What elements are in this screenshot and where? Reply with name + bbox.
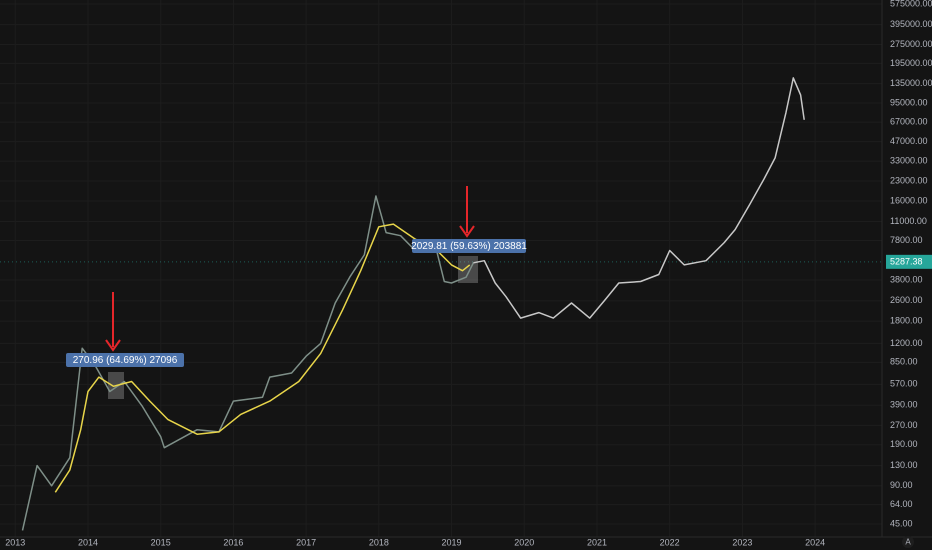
- arrow-head: [105, 339, 121, 352]
- price-line: [473, 77, 805, 319]
- x-tick-label: 2014: [78, 537, 98, 547]
- y-tick-label: 1200.00: [890, 338, 923, 348]
- y-tick-label: 195000.00: [890, 58, 932, 68]
- annotation-text: 270.96 (64.69%) 27096: [73, 355, 178, 366]
- annotation: 270.96 (64.69%) 27096: [66, 353, 184, 367]
- y-tick-label: 95000.00: [890, 97, 928, 107]
- y-tick-label: 390.00: [890, 400, 918, 410]
- y-tick-label: 130.00: [890, 460, 918, 470]
- annotation-box: [66, 353, 184, 367]
- y-tick-label: 275000.00: [890, 39, 932, 49]
- y-tick-label: 850.00: [890, 357, 918, 367]
- annotation-box: [412, 239, 526, 253]
- annotation-text: 2029.81 (59.63%) 203881: [411, 241, 527, 252]
- auto-scale-label[interactable]: A: [905, 538, 911, 547]
- x-tick-label: 2019: [442, 537, 462, 547]
- x-tick-label: 2017: [296, 537, 316, 547]
- y-tick-label: 575000.00: [890, 0, 932, 8]
- y-tick-label: 190.00: [890, 439, 918, 449]
- y-tick-label: 33000.00: [890, 156, 928, 166]
- y-tick-label: 47000.00: [890, 136, 928, 146]
- x-tick-label: 2021: [587, 537, 607, 547]
- arrow-head: [459, 225, 475, 238]
- x-tick-label: 2022: [660, 537, 680, 547]
- x-tick-label: 2016: [223, 537, 243, 547]
- y-tick-label: 270.00: [890, 420, 918, 430]
- x-tick-label: 2018: [369, 537, 389, 547]
- y-tick-label: 64.00: [890, 499, 913, 509]
- y-tick-label: 2600.00: [890, 295, 923, 305]
- y-tick-label: 90.00: [890, 480, 913, 490]
- y-tick-label: 570.00: [890, 379, 918, 389]
- auto-scale-button[interactable]: [902, 536, 914, 548]
- y-tick-label: 1800.00: [890, 315, 923, 325]
- y-tick-label: 23000.00: [890, 175, 928, 185]
- y-tick-label: 7800.00: [890, 235, 923, 245]
- y-tick-label: 135000.00: [890, 78, 932, 88]
- x-tick-label: 2020: [514, 537, 534, 547]
- y-tick-label: 395000.00: [890, 19, 932, 29]
- y-tick-label: 11000.00: [890, 216, 927, 226]
- y-tick-label: 3800.00: [890, 274, 923, 284]
- y-tick-label: 16000.00: [890, 195, 928, 205]
- current-price-box: [886, 254, 932, 269]
- x-tick-label: 2023: [732, 537, 752, 547]
- annotation: 2029.81 (59.63%) 203881: [411, 239, 527, 253]
- x-tick-label: 2024: [805, 537, 825, 547]
- y-tick-label: 45.00: [890, 518, 913, 528]
- x-tick-label: 2015: [151, 537, 171, 547]
- x-tick-label: 2013: [5, 537, 25, 547]
- current-price-label: 5287.38: [890, 257, 923, 267]
- y-tick-label: 67000.00: [890, 117, 928, 127]
